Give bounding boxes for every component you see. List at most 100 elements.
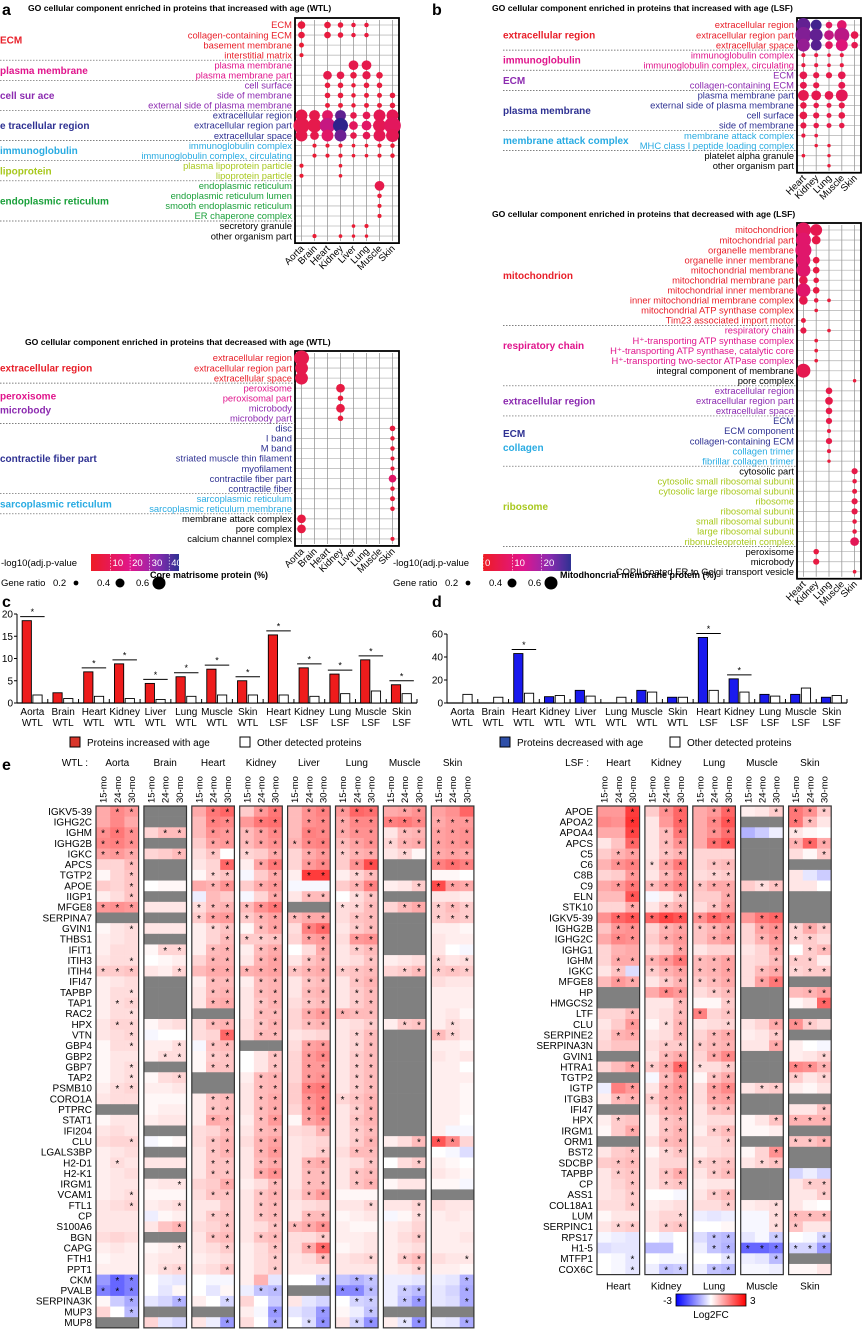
heatmap-cell — [611, 1072, 626, 1084]
significance-star: * — [307, 1159, 311, 1170]
heatmap-cell — [268, 1189, 283, 1201]
significance-star: * — [417, 807, 421, 818]
panel-label: d — [432, 594, 442, 611]
data-dot — [348, 60, 359, 71]
heatmap-cell — [191, 1136, 207, 1148]
heatmap-cell — [659, 1168, 674, 1180]
term-label: extracellular region part — [194, 120, 292, 131]
heatmap-cell — [268, 837, 283, 849]
heatmap-cell — [802, 1072, 818, 1084]
heatmap-cell — [287, 1061, 303, 1073]
heatmap-cell — [206, 901, 221, 913]
heatmap-cell — [316, 1040, 331, 1052]
significance-star: * — [389, 839, 393, 850]
heatmap-cell — [817, 816, 832, 828]
heatmap-cell — [124, 923, 139, 935]
heatmap-cell — [253, 1253, 269, 1265]
heatmap-cell — [659, 1242, 674, 1254]
significance-star: * — [664, 861, 668, 872]
significance-star: * — [808, 1212, 812, 1223]
heatmap-cell — [335, 1157, 350, 1169]
significance-star: * — [369, 850, 373, 861]
significance-star: * — [616, 1095, 620, 1106]
heatmap-cell — [397, 1263, 413, 1275]
heatmap-cell — [349, 965, 365, 977]
significance-star: * — [307, 1063, 311, 1074]
significance-star: * — [130, 1276, 134, 1287]
chart-title: Mitodhoncrial membrane protein (%) — [560, 570, 717, 580]
heatmap-cell — [220, 1210, 235, 1222]
heatmap-cell — [788, 944, 804, 956]
heatmap-cell — [316, 1050, 331, 1062]
heatmap-cell — [172, 1104, 187, 1116]
heatmap-cell — [817, 880, 832, 892]
heatmap-cell — [411, 1050, 427, 1062]
heatmap-cell — [316, 1263, 331, 1275]
significance-star: * — [808, 1180, 812, 1191]
x-label: Muscle — [201, 707, 233, 718]
y-tick-label: 0 — [437, 699, 443, 710]
heatmap-cell — [110, 1274, 125, 1286]
heatmap-cell — [363, 1242, 379, 1254]
data-dot — [325, 102, 330, 108]
chart-title: GO cellular component enriched in protei… — [492, 209, 795, 219]
heatmap-cell — [349, 859, 365, 871]
heatmap-cell — [459, 1040, 475, 1052]
heatmap-cell — [597, 816, 612, 828]
x-label-group: LSF — [699, 718, 717, 729]
significance-star: * — [631, 1127, 635, 1138]
heatmap-cell — [802, 1200, 818, 1211]
heatmap-cell — [644, 1061, 660, 1073]
heatmap-cell — [817, 859, 832, 871]
gene-label: C9 — [580, 881, 593, 892]
gene-label: TAP2 — [68, 1073, 93, 1084]
gene-label: IGHM — [567, 956, 593, 967]
significance-star: * — [664, 967, 668, 978]
timepoint-label: 24-mo — [758, 776, 769, 803]
heatmap-cell — [191, 1082, 207, 1094]
significance-star: * — [794, 1074, 798, 1085]
significance-star: * — [307, 956, 311, 967]
term-label: cell surface — [245, 80, 292, 91]
significance-star: * — [650, 1063, 654, 1074]
significance-star: * — [245, 935, 249, 946]
heatmap-cell — [459, 1221, 475, 1233]
heatmap-cell — [143, 923, 159, 935]
heatmap-cell — [158, 1285, 173, 1297]
significance-star: * — [369, 1063, 373, 1074]
gene-label: IGHG2C — [555, 935, 593, 946]
significance-star: * — [678, 903, 682, 914]
heatmap-cell — [239, 976, 255, 988]
heatmap-cell — [411, 1317, 427, 1329]
heatmap-cell — [611, 1136, 626, 1148]
heatmap-cell — [301, 869, 317, 881]
data-dot — [814, 63, 819, 68]
term-label: COPII-coated ER to Golgi transport vesic… — [616, 566, 794, 577]
heatmap-cell — [206, 1029, 221, 1041]
heatmap-cell — [659, 806, 674, 817]
heatmap-cell — [349, 1178, 365, 1190]
significance-star: * — [616, 882, 620, 893]
heatmap-cell — [611, 997, 626, 1009]
significance-star: * — [774, 1031, 778, 1042]
heatmap-cell — [459, 976, 475, 988]
heatmap-cell — [769, 1072, 784, 1084]
heatmap-cell — [754, 944, 770, 956]
significance-star: * — [726, 829, 730, 840]
heatmap-cell — [754, 1200, 770, 1211]
significance-star: * — [369, 871, 373, 882]
heatmap-cell — [206, 827, 221, 839]
heatmap-cell — [397, 1093, 413, 1105]
heatmap-cell — [817, 955, 832, 967]
heatmap-cell — [287, 880, 303, 892]
significance-star: * — [726, 1137, 730, 1148]
significance-star: * — [355, 1063, 359, 1074]
heatmap-cell — [459, 933, 475, 945]
bar-changed — [759, 693, 770, 704]
heatmap-cell — [124, 1285, 139, 1297]
timepoint-label: 24-mo — [161, 776, 172, 803]
group-label: extracellular region — [503, 396, 595, 407]
significance-star: * — [273, 1180, 277, 1191]
heatmap-cell — [445, 1072, 460, 1084]
heatmap-cell — [143, 1029, 159, 1041]
